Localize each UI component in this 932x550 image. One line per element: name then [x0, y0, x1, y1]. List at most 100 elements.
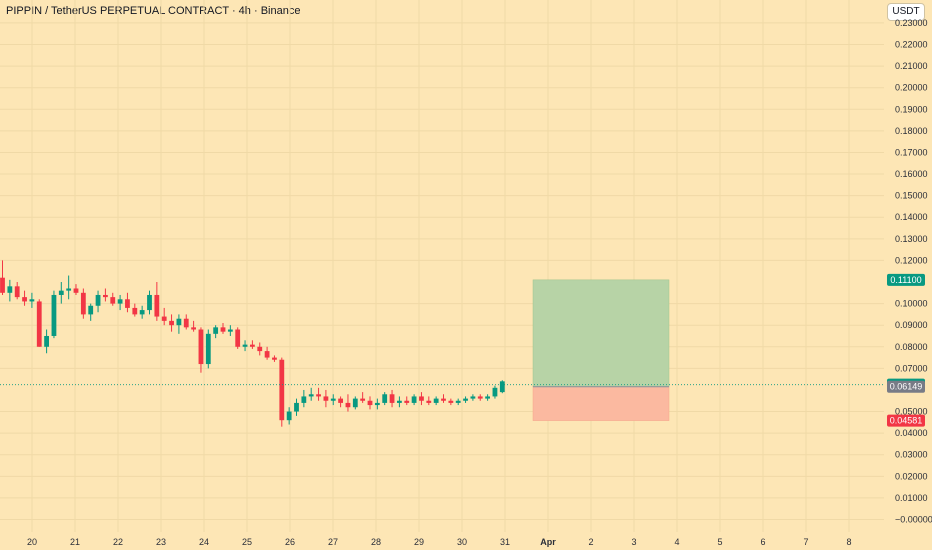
candle-body [139, 310, 145, 315]
chart-title: PIPPIN / TetherUS PERPETUAL CONTRACT · 4… [6, 5, 301, 17]
candle-body [294, 402, 299, 412]
candle-body [7, 286, 13, 293]
x-tick-label: 29 [414, 537, 424, 547]
x-tick-label: 20 [27, 537, 37, 547]
candle-body [485, 396, 490, 399]
candle-body [433, 398, 439, 403]
candle-body [316, 394, 321, 397]
candle-body [367, 400, 373, 406]
price-badge-bg [887, 273, 925, 286]
candle-body [477, 396, 483, 399]
candle-body [286, 411, 292, 421]
y-tick-label: 0.08000 [895, 342, 928, 352]
x-tick-label: 6 [760, 537, 765, 547]
y-axis[interactable]: 0.23000 0.22000 0.21000 0.20000 0.19000 0.180… [895, 18, 932, 525]
y-tick-label: 0.21000 [895, 61, 928, 71]
x-tick-label: 21 [70, 537, 80, 547]
candle-body [338, 398, 343, 403]
candle-body [169, 320, 174, 326]
candle-body [29, 299, 35, 302]
candle-body [492, 387, 498, 397]
x-tick-label: 3 [631, 537, 636, 547]
y-tick-label: 0.07000 [895, 363, 928, 373]
x-tick-label: 8 [846, 537, 851, 547]
y-tick-label: 0.18000 [895, 126, 928, 136]
candle-body [73, 288, 79, 293]
candle-body [36, 301, 42, 347]
candle-body [463, 398, 468, 401]
candle-body [132, 307, 138, 315]
candle-body [66, 288, 72, 291]
position-zones[interactable] [532, 279, 670, 421]
y-tick-label: 0.23000 [895, 18, 928, 28]
candle-body [448, 400, 454, 403]
candle-body [110, 297, 116, 304]
y-tick-label: 0.01000 [895, 493, 928, 503]
candle-body [499, 381, 505, 393]
y-tick-label: 0.13000 [895, 234, 928, 244]
x-tick-label: 26 [285, 537, 295, 547]
candle-body [103, 294, 108, 298]
y-tick-label: 0.02000 [895, 471, 928, 481]
candle-body [272, 357, 277, 360]
price-badge: 0.06149 [887, 380, 925, 393]
candle-body [161, 316, 167, 321]
candle-body [242, 344, 248, 347]
x-tick-label: 7 [803, 537, 808, 547]
y-tick-label: 0.22000 [895, 40, 928, 50]
candle-body [455, 400, 461, 403]
grid [0, 0, 884, 532]
candle-body [183, 318, 189, 328]
currency-button[interactable]: USDT [887, 3, 925, 21]
candle-body [441, 398, 446, 401]
candle-body [301, 396, 307, 403]
y-tick-label: 0.04000 [895, 428, 928, 438]
candles [0, 260, 505, 427]
y-tick-label: 0.17000 [895, 147, 928, 157]
candle-body [404, 400, 410, 403]
candle-body [220, 327, 226, 332]
x-tick-label: 27 [328, 537, 338, 547]
candle-body [154, 294, 160, 317]
candle-body [323, 396, 329, 401]
candle-body [382, 394, 388, 403]
x-tick-label: Apr [540, 537, 556, 547]
candle-body [397, 400, 402, 403]
candle-body [411, 396, 417, 403]
candle-body [22, 297, 27, 302]
y-tick-label: 0.12000 [895, 255, 928, 265]
x-tick-label: 4 [674, 537, 679, 547]
candle-body [330, 398, 336, 401]
candle-body [213, 327, 219, 334]
candle-body [419, 396, 424, 401]
candle-body [125, 299, 130, 308]
price-badge-bg [887, 380, 925, 393]
x-axis[interactable]: 20 21 22 23 24 25 26 27 28 29 30 31 Apr 2 3 4 5 6 7 8 [27, 537, 852, 547]
candle-body [191, 327, 196, 330]
target-zone [532, 279, 670, 387]
x-tick-label: 24 [199, 537, 209, 547]
x-tick-label: 28 [371, 537, 381, 547]
candle-body [257, 346, 263, 352]
candle-body [389, 394, 395, 403]
candle-body [95, 294, 101, 306]
candle-body [147, 294, 152, 311]
y-tick-label: 0.10000 [895, 299, 928, 309]
candle-body [308, 394, 314, 397]
candle-body [345, 402, 351, 408]
y-tick-label: 0.20000 [895, 83, 928, 93]
price-badge-text: 0.11100 [890, 275, 921, 285]
stop-zone [532, 386, 670, 421]
candle-body [58, 290, 64, 295]
price-badge-bg [887, 414, 925, 427]
candle-body [470, 396, 476, 399]
candle-body [176, 318, 182, 326]
x-tick-label: 25 [242, 537, 252, 547]
candle-body [44, 335, 49, 347]
price-badge: 0.04581 [887, 414, 925, 427]
candle-body [374, 402, 380, 406]
y-tick-label: 0.05000 [895, 407, 928, 417]
candle-body [227, 329, 233, 332]
